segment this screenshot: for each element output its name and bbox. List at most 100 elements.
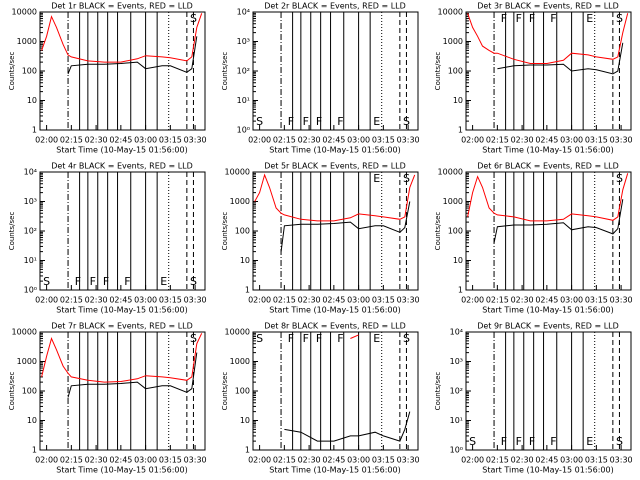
phase-label: F — [529, 12, 535, 25]
x-tick-label: 02:00 — [248, 296, 271, 305]
phase-label: F — [337, 115, 343, 128]
y-axis-label: Counts/sec — [434, 52, 442, 91]
x-tick-label: 02:30 — [298, 136, 321, 145]
x-tick-label: 03:15 — [585, 296, 608, 305]
series-line — [467, 173, 629, 222]
plot-frame — [39, 11, 206, 131]
x-tick-label: 03:15 — [585, 136, 608, 145]
y-tick-label: 100 — [448, 227, 463, 236]
series-line — [280, 201, 411, 252]
phase-label: S — [616, 435, 623, 448]
x-axis-label: Start Time (10-May-15 01:56:00) — [56, 146, 187, 155]
phase-label: F — [501, 435, 507, 448]
chart-title: Det 4r BLACK = Events, RED = LLD — [51, 162, 193, 171]
x-tick-label: 02:15 — [486, 136, 509, 145]
x-tick-label: 03:15 — [159, 456, 182, 465]
x-tick-label: 03:15 — [159, 296, 182, 305]
y-tick-label: 1000 — [230, 197, 250, 206]
y-tick-label: 10³ — [24, 197, 37, 206]
y-tick-label: 100 — [235, 227, 250, 236]
phase-label: S — [190, 275, 197, 288]
y-tick-label: 1000 — [17, 37, 37, 46]
phase-label: E — [586, 435, 593, 448]
x-tick-label: 03:15 — [372, 296, 395, 305]
y-tick-label: 10¹ — [237, 96, 250, 105]
x-tick-label: 03:00 — [134, 136, 157, 145]
x-tick-label: 03:15 — [585, 456, 608, 465]
plot-frame — [39, 331, 206, 451]
x-tick-label: 02:30 — [85, 296, 108, 305]
y-axis-label: Counts/sec — [434, 372, 442, 411]
phase-label: F — [529, 435, 535, 448]
x-tick-label: 03:00 — [560, 456, 583, 465]
x-tick-label: 03:00 — [347, 296, 370, 305]
x-tick-label: 03:00 — [134, 456, 157, 465]
x-tick-label: 03:30 — [184, 296, 207, 305]
y-tick-label: 10² — [237, 67, 250, 76]
phase-label: F — [550, 435, 556, 448]
y-tick-label: 1 — [458, 126, 463, 135]
plot-frame — [252, 331, 419, 451]
chart-title: Det 1r BLACK = Events, RED = LLD — [51, 2, 193, 11]
y-axis-label: Counts/sec — [221, 212, 229, 251]
phase-label: S — [403, 172, 410, 185]
x-tick-label: 02:30 — [85, 136, 108, 145]
plot-frame — [465, 331, 632, 451]
x-tick-label: 02:00 — [35, 456, 58, 465]
series-line — [67, 352, 198, 398]
x-tick-label: 02:15 — [60, 136, 83, 145]
x-tick-label: 02:00 — [461, 296, 484, 305]
x-tick-label: 03:30 — [397, 456, 420, 465]
y-tick-label: 100 — [22, 67, 37, 76]
plot-frame — [252, 171, 419, 291]
y-tick-label: 10² — [24, 227, 37, 236]
y-tick-label: 10000 — [12, 8, 37, 17]
series-line — [41, 333, 203, 383]
y-tick-label: 10 — [27, 96, 37, 105]
phase-label: F — [303, 332, 309, 345]
chart-title: Det 7r BLACK = Events, RED = LLD — [51, 322, 193, 331]
phase-label: F — [516, 12, 522, 25]
y-tick-label: 100 — [235, 387, 250, 396]
phase-label: S — [190, 12, 197, 25]
x-tick-label: 02:30 — [511, 296, 534, 305]
y-tick-label: 1 — [32, 446, 37, 455]
y-tick-label: 10 — [240, 256, 250, 265]
x-tick-label: 03:00 — [560, 136, 583, 145]
x-tick-label: 03:15 — [372, 456, 395, 465]
plot-frame — [39, 171, 206, 291]
y-tick-label: 10⁰ — [450, 446, 463, 455]
y-tick-label: 10 — [453, 96, 463, 105]
y-tick-label: 10³ — [237, 37, 250, 46]
phase-label: S — [403, 332, 410, 345]
y-tick-label: 10⁰ — [24, 286, 37, 295]
phase-label: E — [373, 172, 380, 185]
x-tick-label: 03:15 — [372, 136, 395, 145]
y-tick-label: 1 — [245, 446, 250, 455]
x-tick-label: 03:30 — [184, 456, 207, 465]
y-tick-label: 10000 — [12, 328, 37, 337]
phase-label: S — [256, 115, 263, 128]
series-line — [284, 411, 411, 442]
phase-label: S — [616, 12, 623, 25]
y-tick-label: 100 — [22, 387, 37, 396]
x-axis-label: Start Time (10-May-15 01:56:00) — [56, 466, 187, 475]
chart-title: Det 6r BLACK = Events, RED = LLD — [477, 162, 619, 171]
phase-label: S — [616, 172, 623, 185]
y-tick-label: 1000 — [443, 197, 463, 206]
phase-label: S — [190, 332, 197, 345]
y-tick-label: 10³ — [450, 357, 463, 366]
x-tick-label: 03:00 — [347, 456, 370, 465]
y-tick-label: 10¹ — [450, 416, 463, 425]
phase-label: S — [43, 275, 50, 288]
y-axis-label: Counts/sec — [221, 372, 229, 411]
chart-title: Det 3r BLACK = Events, RED = LLD — [477, 2, 619, 11]
x-tick-label: 02:00 — [461, 456, 484, 465]
phase-label: F — [124, 275, 130, 288]
phase-label: F — [316, 332, 322, 345]
phase-label: F — [501, 12, 507, 25]
x-tick-label: 02:00 — [248, 456, 271, 465]
x-tick-label: 02:00 — [248, 136, 271, 145]
phase-label: F — [303, 115, 309, 128]
